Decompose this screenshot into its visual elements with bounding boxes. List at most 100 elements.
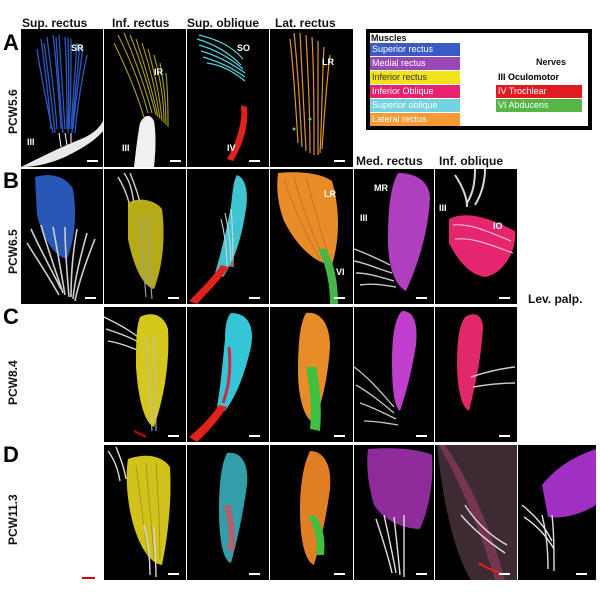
panel-b-lat-rectus: LR VI (270, 169, 353, 304)
sup-oblique-muscle-image (189, 313, 253, 442)
scale-bar (416, 573, 427, 575)
scale-bar (249, 297, 260, 299)
col-header-inf-oblique: Inf. oblique (439, 154, 503, 168)
legend-item-superior-rectus: Superior rectus (370, 43, 460, 56)
panel-a-sup-oblique: SO IV (187, 29, 269, 167)
panel-c-med-rectus (354, 307, 434, 442)
scale-bar (416, 435, 427, 437)
sup-oblique-muscle-image (219, 452, 248, 563)
scale-bar (87, 160, 98, 162)
inf-oblique-muscle-image (449, 169, 516, 277)
sup-rectus-muscle-image (21, 34, 103, 167)
legend-item-superior-oblique: Superior oblique (370, 99, 460, 112)
scale-bar (334, 435, 345, 437)
label-nerve-iii: III (360, 213, 368, 223)
scale-bar (249, 160, 260, 162)
row-stage-a: PCW5.6 (6, 89, 20, 134)
label-nerve-iv: IV (227, 143, 236, 153)
panel-b-inf-rectus (104, 169, 186, 304)
scale-bar (249, 435, 260, 437)
legend-item-trochlear: IV Trochlear (496, 85, 582, 98)
col-header-lev-palp: Lev. palp. (528, 292, 583, 306)
panel-c-inf-rectus (104, 307, 186, 442)
scale-bar (168, 435, 179, 437)
lat-rectus-muscle-image (300, 451, 331, 565)
legend-muscles-title: Muscles (371, 33, 407, 43)
inf-rectus-muscle-image (117, 172, 164, 300)
legend-item-medial-rectus: Medial rectus (370, 57, 460, 70)
lev-palp-muscle-image (521, 449, 596, 572)
inf-rectus-muscle-image (104, 314, 169, 438)
col-header-lat-rectus: Lat. rectus (275, 16, 336, 30)
scale-bar (334, 573, 345, 575)
scale-bar (334, 160, 345, 162)
lat-rectus-muscle-image (298, 312, 330, 431)
legend-item-inferior-rectus: Inferior rectus (370, 71, 460, 84)
row-letter-c: C (3, 304, 19, 329)
panel-c-inf-oblique (435, 307, 517, 442)
label-ir: IR (154, 67, 163, 77)
inf-oblique-muscle-image (457, 314, 516, 411)
panel-d-inf-rectus (104, 445, 186, 580)
col-header-sup-oblique: Sup. oblique (187, 16, 259, 30)
scale-bar (249, 573, 260, 575)
med-rectus-muscle-image (354, 173, 430, 291)
scale-bar (416, 297, 427, 299)
legend-box: Muscles Superior rectus Medial rectus In… (366, 29, 592, 130)
inf-rectus-muscle-image (113, 32, 169, 167)
row-stage-b: PCW6.5 (6, 229, 20, 274)
label-nerve-iii: III (122, 143, 130, 153)
scale-bar (499, 435, 510, 437)
scale-bar (576, 573, 587, 575)
panel-a-inf-rectus: IR III (104, 29, 186, 167)
label-io: IO (493, 221, 503, 231)
label-mr: MR (374, 183, 388, 193)
legend-item-oculomotor: III Oculomotor (496, 71, 582, 84)
row-letter-d: D (3, 442, 19, 467)
col-header-inf-rectus: Inf. rectus (112, 16, 170, 30)
scale-bar (170, 160, 181, 162)
scale-bar (334, 297, 345, 299)
scale-bar (499, 573, 510, 575)
col-header-sup-rectus: Sup. rectus (22, 16, 88, 30)
panel-d-sup-oblique (187, 445, 269, 580)
label-lr: LR (324, 189, 336, 199)
legend-item-abducens: VI Abducens (496, 99, 582, 112)
panel-b-inf-oblique: III IO (435, 169, 517, 304)
sup-rectus-muscle-image (26, 175, 96, 302)
panel-d-lat-rectus (270, 445, 353, 580)
panel-a-sup-rectus: SR III (21, 29, 103, 167)
panel-b-med-rectus: MR III (354, 169, 434, 304)
med-rectus-muscle-image (367, 448, 433, 577)
legend-nerves-title: Nerves (536, 57, 567, 67)
panel-b-sup-oblique (187, 169, 269, 304)
sup-oblique-muscle-image (189, 175, 247, 304)
panel-c-sup-oblique (187, 307, 269, 442)
red-scale-bar (82, 577, 95, 579)
label-lr: LR (322, 57, 334, 67)
col-header-med-rectus: Med. rectus (356, 154, 423, 168)
panel-d-lev-palp (518, 445, 596, 580)
lat-rectus-muscle-image (277, 172, 338, 304)
row-stage-d: PCW11.3 (6, 494, 20, 545)
med-rectus-muscle-image (354, 311, 417, 426)
label-nerve-iii: III (439, 203, 447, 213)
panel-d-med-rectus (354, 445, 434, 580)
scale-bar (168, 573, 179, 575)
inf-rectus-muscle-image (107, 446, 171, 578)
label-nerve-vi: VI (336, 267, 345, 277)
lat-rectus-muscle-image (289, 32, 331, 156)
row-stage-c: PCW8.4 (6, 360, 20, 405)
legend-item-lateral-rectus: Lateral rectus (370, 113, 460, 126)
panel-d-inf-oblique (435, 445, 517, 580)
panel-c-lat-rectus (270, 307, 353, 442)
inf-oblique-muscle-image (437, 445, 517, 580)
legend-item-inferior-oblique: Inferior Oblique (370, 85, 460, 98)
row-letter-b: B (3, 168, 19, 193)
scale-bar (499, 297, 510, 299)
scale-bar (85, 297, 96, 299)
label-sr: SR (71, 43, 84, 53)
label-nerve-iii: III (27, 137, 35, 147)
row-letter-a: A (3, 30, 19, 55)
sup-oblique-muscle-image (196, 34, 248, 161)
